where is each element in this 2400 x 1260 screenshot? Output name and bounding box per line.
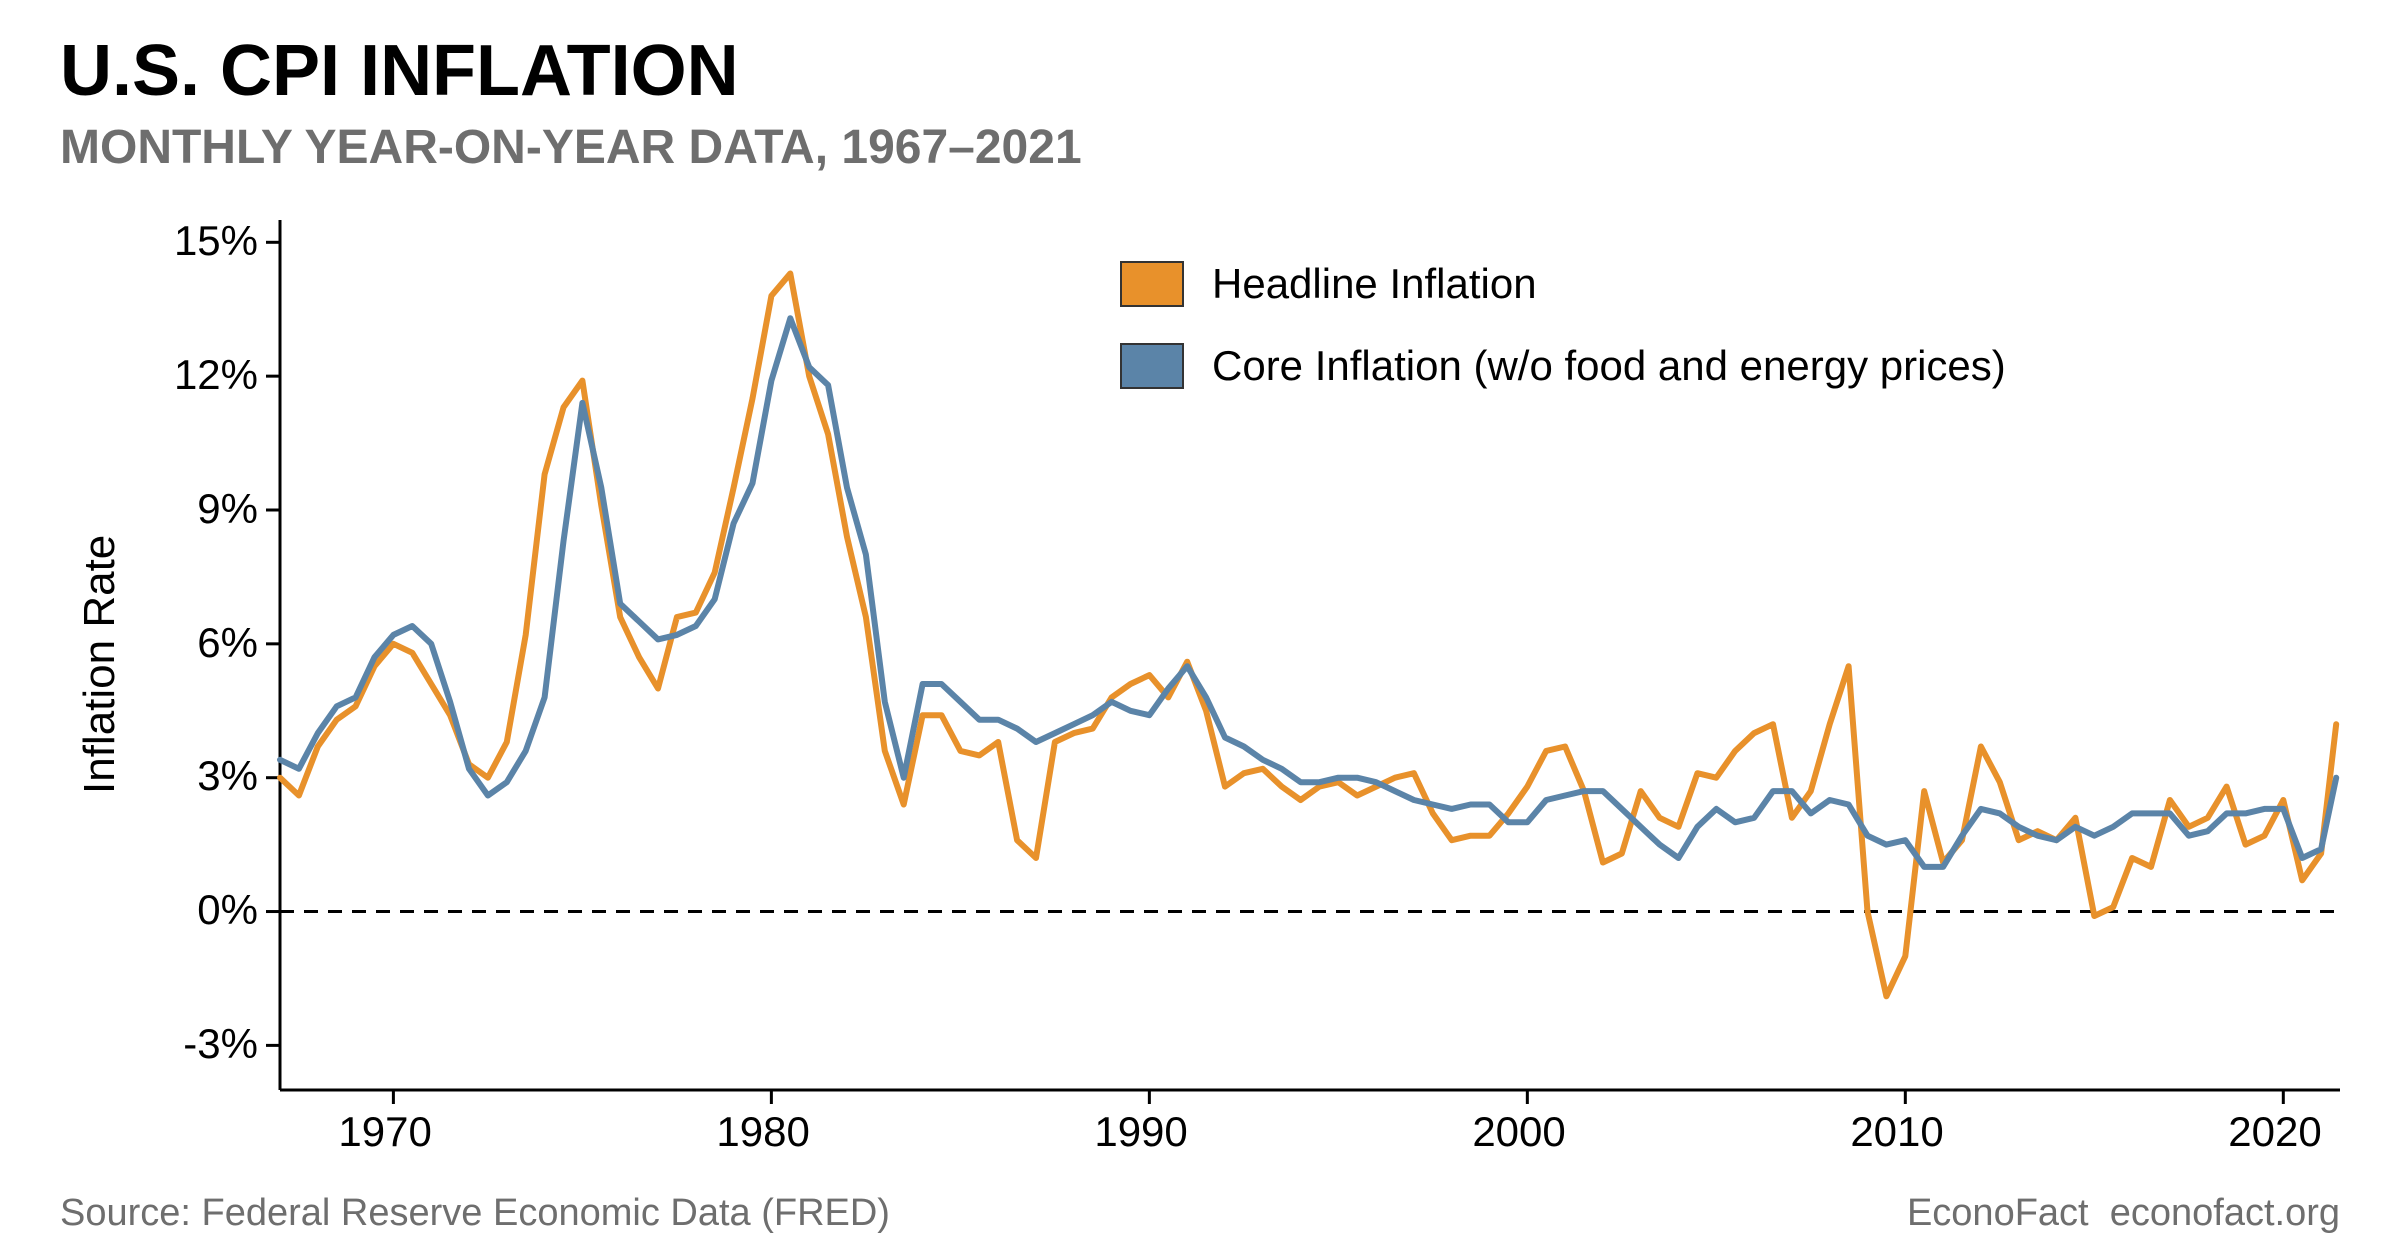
legend-item: Headline Inflation (1120, 260, 2006, 308)
x-tick-label: 2000 (1472, 1108, 1565, 1156)
y-tick-label: -3% (183, 1020, 258, 1068)
chart-title: U.S. CPI INFLATION (60, 30, 739, 112)
y-tick-label: 3% (197, 752, 258, 800)
x-tick-label: 1970 (338, 1108, 431, 1156)
legend-label: Headline Inflation (1212, 260, 1537, 308)
y-tick-label: 15% (174, 217, 258, 265)
x-tick-label: 2010 (1850, 1108, 1943, 1156)
y-axis-label: Inflation Rate (75, 535, 125, 794)
source-text: Source: Federal Reserve Economic Data (F… (60, 1192, 890, 1235)
y-tick-label: 6% (197, 619, 258, 667)
x-tick-label: 2020 (2228, 1108, 2321, 1156)
chart-subtitle: MONTHLY YEAR-ON-YEAR DATA, 1967–2021 (60, 120, 1082, 175)
legend-label: Core Inflation (w/o food and energy pric… (1212, 342, 2006, 390)
attribution-text: EconoFact econofact.org (1907, 1192, 2340, 1235)
y-tick-label: 0% (197, 886, 258, 934)
attribution-url: econofact.org (2110, 1192, 2340, 1234)
legend-swatch (1120, 261, 1184, 307)
x-tick-label: 1990 (1094, 1108, 1187, 1156)
y-tick-label: 12% (174, 351, 258, 399)
x-tick-label: 1980 (716, 1108, 809, 1156)
y-tick-label: 9% (197, 485, 258, 533)
legend-item: Core Inflation (w/o food and energy pric… (1120, 342, 2006, 390)
attribution-brand: EconoFact (1907, 1192, 2089, 1234)
chart-container: U.S. CPI INFLATION MONTHLY YEAR-ON-YEAR … (0, 0, 2400, 1260)
legend: Headline Inflation Core Inflation (w/o fo… (1120, 260, 2006, 390)
legend-swatch (1120, 343, 1184, 389)
